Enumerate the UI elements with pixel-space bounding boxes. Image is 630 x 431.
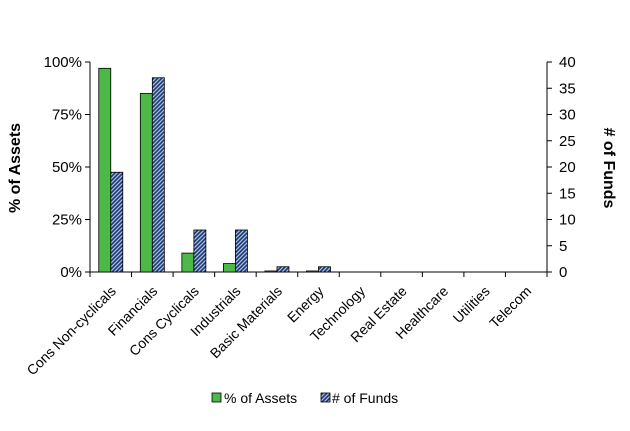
bar-funds-energy	[318, 266, 331, 273]
bar-funds-basic-materials	[276, 266, 290, 273]
y-tick-label: 0%	[60, 264, 82, 281]
bar-funds-cons-non-cyclicals	[110, 171, 124, 273]
y2-tick-label: 0	[559, 264, 567, 281]
bar-funds-financials	[151, 77, 165, 273]
plot-area: 0% 25% 50% 75% 100% 0 5 10 15 20 25 30 35 40 Cons Non-…	[23, 54, 575, 378]
y2-tick-label: 25	[559, 133, 576, 150]
y2-tick-label: 40	[559, 54, 576, 71]
legend: % of Assets # of Funds	[211, 390, 398, 406]
bar-assets-cons-non-cyclicals	[98, 67, 112, 273]
bar-assets-basic-materials	[264, 270, 278, 273]
y2-tick-label: 30	[559, 107, 576, 124]
bar-funds-cons-cyclicals	[193, 229, 207, 273]
y2-tick-label: 10	[559, 212, 576, 229]
y2-tick-label: 15	[559, 185, 576, 202]
bar-assets-financials	[139, 93, 153, 273]
y-tick-label: 100%	[44, 54, 82, 71]
bar-assets-industrials	[223, 263, 236, 273]
y-tick-label: 50%	[52, 159, 82, 176]
bar-assets-energy	[306, 270, 319, 273]
y2-tick-label: 35	[559, 80, 576, 97]
y-axis-title: % of Assets	[7, 123, 24, 213]
legend-swatch-funds	[320, 392, 331, 403]
bar-assets-cons-cyclicals	[181, 252, 195, 273]
x-category-label: Basic Materials	[207, 283, 285, 361]
y2-axis-title: # of Funds	[600, 128, 617, 209]
x-category-label: Telecom	[486, 283, 534, 331]
y-tick-label: 25%	[52, 212, 82, 229]
legend-swatch-assets	[211, 392, 222, 403]
x-category-label: Cons Non-cyclicals	[23, 283, 118, 378]
y2-tick-label: 5	[559, 238, 567, 255]
y2-tick-label: 20	[559, 159, 576, 176]
y-tick-label: 75%	[52, 107, 82, 124]
bar-funds-industrials	[235, 229, 248, 273]
legend-label-assets: % of Assets	[224, 390, 297, 406]
legend-label-funds: # of Funds	[332, 390, 398, 406]
